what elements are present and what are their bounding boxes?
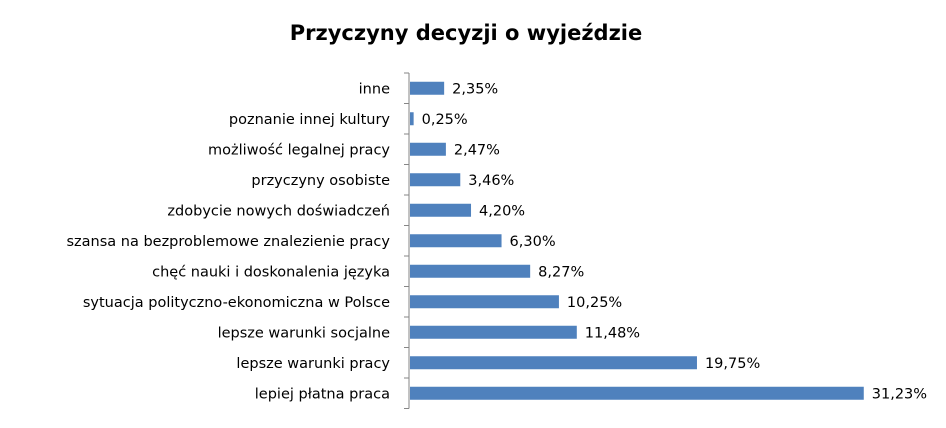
data-label: 10,25%	[567, 295, 622, 311]
plot-area: inne 2,35% poznanie innej kultury 0,25% możl…	[66, 72, 927, 409]
data-label: 2,35%	[452, 81, 498, 97]
data-label: 6,30%	[510, 234, 556, 250]
bar	[410, 264, 531, 278]
bar	[410, 112, 414, 126]
data-label: 3,46%	[468, 173, 514, 189]
data-label: 31,23%	[872, 386, 927, 402]
bar	[410, 295, 559, 309]
data-label: 0,25%	[422, 112, 468, 128]
bar	[410, 325, 577, 339]
category-label: sytuacja polityczno-ekonomiczna w Polsce	[83, 295, 390, 311]
bar	[410, 386, 864, 400]
category-label: inne	[359, 81, 390, 97]
chart-title: Przyczyny decyzji o wyjeździe	[290, 21, 643, 45]
category-label: możliwość legalnej pracy	[208, 142, 390, 158]
category-label: zdobycie nowych doświadczeń	[167, 203, 390, 219]
data-label: 8,27%	[538, 264, 584, 280]
category-label: przyczyny osobiste	[251, 173, 390, 189]
category-label: lepsze warunki pracy	[236, 356, 390, 372]
data-label: 4,20%	[479, 203, 525, 219]
bar	[410, 234, 502, 248]
category-label: lepiej płatna praca	[255, 386, 390, 402]
data-label: 11,48%	[585, 325, 640, 341]
category-label: chęć nauki i doskonalenia języka	[152, 264, 390, 280]
data-label: 2,47%	[454, 142, 500, 158]
bar	[410, 356, 697, 370]
category-label: lepsze warunki socjalne	[218, 325, 391, 341]
category-label: szansa na bezproblemowe znalezienie prac…	[66, 234, 390, 250]
category-label: poznanie innej kultury	[229, 112, 390, 128]
bar	[410, 203, 472, 217]
bar	[410, 173, 461, 187]
bar	[410, 81, 445, 95]
bar	[410, 142, 446, 156]
data-label: 19,75%	[705, 356, 760, 372]
